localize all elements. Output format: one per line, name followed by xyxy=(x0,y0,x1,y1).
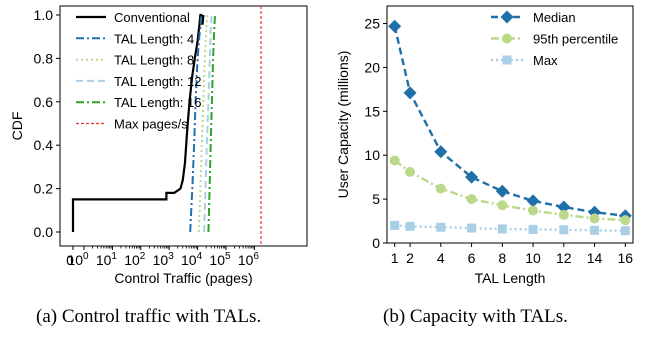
marker-circle xyxy=(589,213,600,224)
y-tick-label: 10 xyxy=(364,147,380,163)
y-tick-label: 0.2 xyxy=(34,181,54,197)
marker-diamond xyxy=(465,170,479,184)
legend-label: Max pages/s xyxy=(114,117,188,132)
marker-circle xyxy=(466,194,477,205)
marker-circle xyxy=(620,215,631,226)
marker-circle xyxy=(435,183,446,194)
x-axis-label: Control Traffic (pages) xyxy=(114,270,252,286)
caption-right: (b) Capacity with TALs. xyxy=(383,306,568,327)
plot-frame xyxy=(386,5,634,244)
marker-diamond xyxy=(526,194,540,208)
x-axis-label: TAL Length xyxy=(475,270,546,286)
x-tick-label: 100 xyxy=(67,251,89,268)
cdf-line-tal-8 xyxy=(197,14,209,233)
x-tick-label: 14 xyxy=(587,250,603,266)
x-tick-label: 10 xyxy=(525,250,541,266)
cdf-line-tal-12 xyxy=(203,14,213,233)
marker-circle xyxy=(497,200,508,211)
legend: Conventional TAL Length: 4 TAL Length: 8 TA… xyxy=(76,10,201,132)
marker-square xyxy=(497,224,507,234)
legend-label: Conventional xyxy=(114,10,190,25)
legend-label: 95th percentile xyxy=(533,32,618,47)
marker-diamond xyxy=(500,10,514,24)
marker-circle xyxy=(558,209,569,220)
x-tick-label: 4 xyxy=(437,250,445,266)
x-tick-label: 103 xyxy=(153,251,175,268)
legend-label: TAL Length: 12 xyxy=(114,74,201,89)
x-tick-label: 104 xyxy=(181,251,203,268)
marker-square xyxy=(436,222,446,232)
x-tick-label: 6 xyxy=(468,250,476,266)
series-line-max xyxy=(394,224,626,232)
y-tick-label: 0.8 xyxy=(34,50,54,66)
x-tick-label: 1 xyxy=(391,250,399,266)
legend-label: Median xyxy=(533,10,576,25)
marker-square xyxy=(528,224,538,234)
marker-circle xyxy=(389,155,400,166)
y-tick-label: 0.6 xyxy=(34,94,54,110)
x-tick-label: 12 xyxy=(556,250,572,266)
x-tick-label: 102 xyxy=(124,251,146,268)
y-tick-label: 0.0 xyxy=(34,224,54,240)
x-tick-label: 0 xyxy=(66,252,74,268)
marker-diamond xyxy=(495,184,509,198)
y-tick-label: 15 xyxy=(364,103,380,119)
marker-circle xyxy=(528,205,539,216)
legend-label: Max xyxy=(533,53,558,68)
y-tick-label: 20 xyxy=(364,59,380,75)
chart-user-capacity: 0 5 10 15 20 25 1 2 4 6 8 10 12 14 16 TAL Length User Ca… xyxy=(335,5,634,286)
y-tick-label: 0.4 xyxy=(34,137,54,153)
y-tick-label: 0 xyxy=(372,235,380,251)
x-tick-label: 16 xyxy=(618,250,634,266)
marker-square xyxy=(590,225,600,235)
marker-square xyxy=(620,226,630,236)
marker-diamond xyxy=(403,86,417,100)
marker-circle xyxy=(502,33,512,44)
x-tick-label: 106 xyxy=(238,251,260,268)
legend-label: TAL Length: 4 xyxy=(114,31,194,46)
x-tick-label: 2 xyxy=(406,250,414,266)
legend-label: TAL Length: 16 xyxy=(114,95,201,110)
marker-diamond xyxy=(434,145,448,159)
y-tick-label: 25 xyxy=(364,16,380,32)
x-tick-label: 101 xyxy=(96,251,118,268)
marker-square xyxy=(390,220,400,230)
marker-square xyxy=(502,55,512,65)
cdf-line-conventional xyxy=(71,13,205,232)
x-tick-label: 8 xyxy=(498,250,506,266)
y-tick-label: 1.0 xyxy=(34,7,54,23)
y-tick-label: 5 xyxy=(372,191,380,207)
series-line-median xyxy=(393,25,626,217)
marker-circle xyxy=(405,166,416,177)
plot-frame xyxy=(59,5,308,247)
legend-label: TAL Length: 8 xyxy=(114,53,194,68)
y-axis-label: CDF xyxy=(9,112,25,141)
x-tick-label: 105 xyxy=(209,251,231,268)
legend: Median 95th percentile Max xyxy=(491,10,618,68)
cdf-line-tal-16 xyxy=(207,14,216,233)
caption-left: (a) Control traffic with TALs. xyxy=(36,306,262,327)
y-axis-label: User Capacity (millions) xyxy=(335,51,351,199)
marker-diamond xyxy=(388,19,402,33)
cdf-line-tal-4 xyxy=(189,14,203,233)
marker-square xyxy=(559,225,569,235)
marker-square xyxy=(467,223,477,233)
marker-diamond xyxy=(557,200,571,214)
marker-square xyxy=(405,221,415,231)
